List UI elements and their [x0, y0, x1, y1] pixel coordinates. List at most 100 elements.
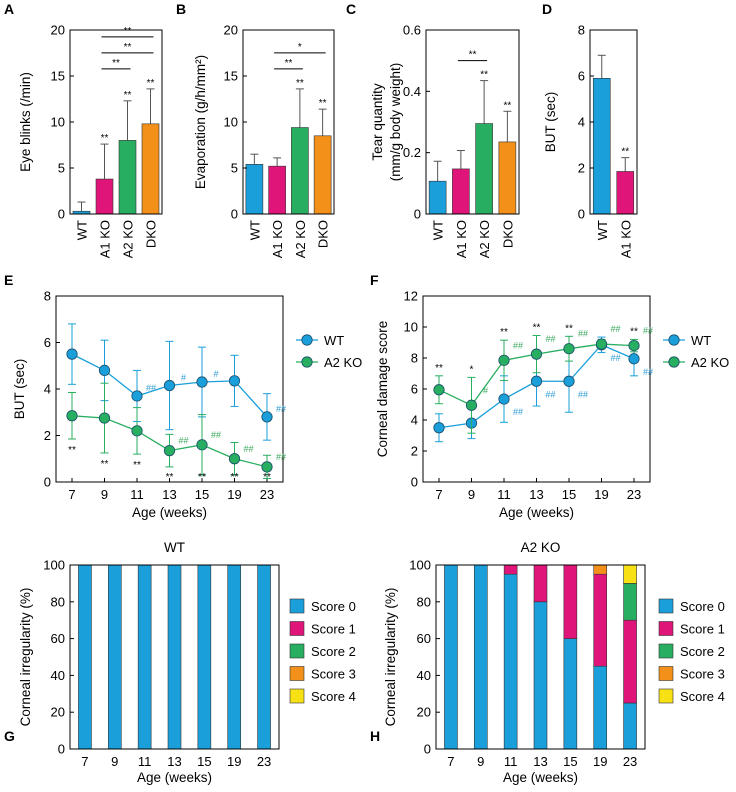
panel-letter-F: F: [370, 272, 379, 288]
data-point-E-0: [261, 411, 273, 423]
xtick-label-H: 9: [477, 754, 484, 769]
data-point-E-0: [163, 379, 176, 392]
panel-letter-E: E: [4, 272, 13, 288]
data-point-F-1: [595, 338, 608, 350]
legend-label-G: Score 2: [311, 644, 356, 659]
stacked-segment-H-4: [623, 564, 637, 584]
stacked-segment-H-0: [623, 702, 637, 750]
xtick-label-E: 15: [195, 487, 209, 502]
stacked-segment-H-1: [533, 564, 548, 603]
significance-mark-D: **: [621, 147, 629, 158]
category-label-A: A2 KO: [121, 220, 136, 258]
data-point-E-1: [66, 410, 78, 422]
stacked-segment-G-0: [257, 564, 271, 750]
stacked-segment-G-0: [137, 564, 152, 750]
xtick-label-E: 11: [130, 487, 144, 502]
data-point-F-0: [498, 393, 510, 405]
category-label-A: WT: [75, 220, 90, 240]
data-point-E-0: [98, 364, 111, 376]
y-axis-label-G: Corneal irregularity (%): [18, 588, 33, 727]
legend-label-G: Score 0: [311, 599, 356, 614]
legend-swatch-H: [658, 643, 674, 659]
y-axis-label-C: Tear quantity: [370, 83, 385, 161]
bracket-label-C: **: [469, 50, 477, 61]
ytick-label-F: 4: [411, 413, 418, 428]
hash-mark-F: ##: [545, 334, 555, 344]
data-point-E-1: [98, 412, 111, 424]
legend-label-G: Score 1: [311, 622, 356, 637]
stacked-segment-G-0: [197, 564, 212, 750]
bar-D-0: [592, 78, 611, 215]
x-axis-label-G: Age (weeks): [137, 770, 212, 785]
data-point-E-0: [66, 348, 78, 360]
y-axis-label-H: Corneal irregularity (%): [383, 588, 398, 727]
xtick-label-F: 9: [468, 487, 475, 502]
y-axis-label-D: BUT (sec): [543, 92, 558, 153]
hash-mark-E: ##: [276, 404, 286, 414]
significance-mark-E: **: [68, 445, 76, 456]
legend-label-H: Score 2: [680, 644, 725, 659]
legend-label-H: Score 4: [680, 689, 725, 704]
ytick-label-H: 60: [417, 631, 431, 646]
significance-mark-A: **: [147, 78, 155, 89]
stacked-segment-H-3: [593, 564, 608, 575]
xtick-label-G: 19: [227, 754, 241, 769]
legend-swatch-H: [658, 621, 674, 636]
legend-marker-E: [301, 356, 313, 368]
legend-label-E: A2 KO: [324, 355, 362, 370]
data-point-F-1: [465, 399, 478, 411]
ytick-label-C: 0: [414, 207, 421, 222]
stacked-segment-H-0: [503, 573, 518, 750]
category-label-C: WT: [431, 220, 446, 240]
bar-C-0: [428, 180, 447, 215]
significance-mark-B: **: [296, 78, 304, 89]
hash-mark-F: ##: [578, 389, 588, 399]
xtick-label-E: 19: [227, 487, 241, 502]
xtick-label-F: 11: [497, 487, 511, 502]
hash-mark-F: ##: [545, 389, 555, 399]
xtick-label-G: 9: [111, 754, 118, 769]
xtick-label-E: 13: [162, 487, 176, 502]
hash-mark-F: ##: [643, 326, 653, 336]
xtick-label-G: 23: [257, 754, 271, 769]
data-point-F-1: [433, 384, 445, 396]
category-label-A: DKO: [144, 220, 159, 248]
ytick-label-H: 20: [417, 705, 431, 720]
xtick-label-F: 7: [435, 487, 442, 502]
bracket-label-A: **: [124, 42, 132, 53]
stacked-segment-H-0: [563, 638, 578, 750]
bar-C-3: [498, 141, 517, 215]
legend-label-H: Score 0: [680, 599, 725, 614]
data-point-F-1: [530, 348, 543, 360]
data-point-F-1: [498, 354, 510, 366]
bar-D-1: [616, 171, 635, 215]
legend-marker-F: [668, 356, 680, 368]
hash-mark-E: #: [181, 373, 186, 383]
legend-swatch-G: [289, 666, 305, 681]
bar-B-1: [268, 165, 286, 215]
data-point-E-1: [163, 445, 176, 457]
legend-swatch-G: [289, 598, 305, 614]
xtick-label-H: 19: [593, 754, 607, 769]
y-axis-label-E: BUT (sec): [12, 359, 27, 420]
ytick-label-H: 0: [424, 742, 431, 757]
panel-letter-G: G: [4, 728, 15, 744]
plot-frame-G: [69, 564, 280, 750]
ytick-label-B: 15: [224, 69, 238, 84]
bracket-label-A: **: [124, 26, 132, 37]
ytick-label-E: 8: [44, 289, 51, 304]
ytick-label-E: 2: [44, 428, 51, 443]
data-point-E-1: [131, 425, 143, 437]
data-point-F-1: [628, 339, 640, 352]
stacked-segment-H-1: [563, 564, 578, 639]
legend-swatch-H: [658, 688, 674, 704]
legend-label-H: Score 3: [680, 667, 725, 682]
ytick-label-A: 5: [58, 161, 65, 176]
plot-frame-C: [425, 29, 520, 215]
y-axis-label-A: Eye blinks (/min): [18, 72, 33, 172]
bar-C-1: [452, 168, 470, 215]
bar-A-1: [95, 178, 114, 215]
panel-letter-C: C: [346, 1, 356, 17]
data-point-F-0: [628, 353, 640, 365]
data-point-E-1: [261, 461, 273, 473]
